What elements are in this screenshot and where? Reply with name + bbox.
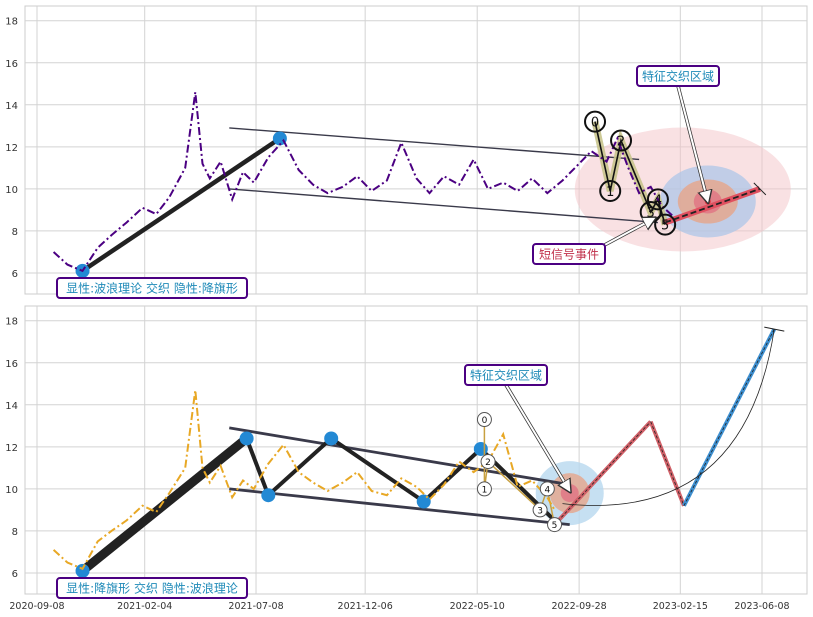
- top-wave-points: 0 1 2 34 5: [584, 110, 677, 236]
- x-tick-label: 2022-09-28: [552, 601, 607, 612]
- flag-point: [75, 563, 90, 578]
- annotation-box: [56, 277, 248, 299]
- wave-point-label: 3: [537, 506, 543, 516]
- wave-point-label: 4: [654, 193, 662, 208]
- y-tick-label: 18: [5, 17, 18, 28]
- annotation-arrow: [677, 85, 708, 202]
- y-tick-label: 10: [5, 185, 18, 196]
- bottom-wave-points: 0 1 2 3 4 5: [476, 412, 563, 533]
- wave-point-marker: [476, 412, 492, 428]
- wave-point-marker: [476, 481, 492, 497]
- wave-point-label: 4: [544, 485, 550, 495]
- projection-up: [554, 421, 651, 525]
- x-tick-label: 2022-05-10: [450, 601, 505, 612]
- top-grid: [25, 6, 807, 294]
- wave-point-marker: [539, 481, 555, 497]
- annotation-text: 短信号事件: [539, 248, 599, 262]
- annotation-text: 显性:降旗形 交织 隐性:波浪理论: [66, 581, 238, 596]
- y-tick-label: 16: [5, 59, 18, 70]
- top-price-series: [52, 92, 674, 273]
- top-y-axis: 6 8 10 12 14 16 18: [5, 17, 18, 280]
- wave-path: [594, 121, 666, 225]
- price-line: [52, 92, 674, 273]
- flagpole-line: [81, 136, 282, 273]
- flag-point: [261, 488, 276, 503]
- x-tick-label: 2021-12-06: [338, 601, 393, 612]
- channel-lower-line: [229, 487, 570, 527]
- channel-upper-line: [229, 426, 570, 487]
- x-tick-label: 2023-02-15: [653, 601, 708, 612]
- wave-point-marker: [480, 454, 496, 470]
- annotation-arrow: [505, 384, 570, 491]
- annotation-box: [636, 65, 720, 87]
- annotation-text: 特征交织区域: [470, 368, 542, 383]
- annotation-box: [532, 243, 606, 265]
- wave-point-marker: [547, 517, 563, 533]
- y-tick-label: 12: [5, 443, 18, 454]
- annotation-box: [464, 364, 548, 386]
- wave-point-label: 1: [482, 485, 488, 495]
- wave-point-marker: [532, 502, 548, 518]
- annotation-text: 显性:波浪理论 交织 隐性:降旗形: [66, 281, 238, 296]
- flag-point: [473, 441, 488, 456]
- flag-point: [324, 431, 339, 446]
- x-axis: 2020-09-08 2021-02-04 2021-07-08 2021-12-06…: [9, 601, 789, 612]
- y-tick-label: 6: [12, 569, 18, 580]
- wave-point-marker: [646, 188, 669, 211]
- bottom-y-axis: 6 8 10 12 14 16 18: [5, 317, 18, 580]
- wave-point-label: 0: [482, 416, 488, 426]
- annotation-box: [56, 577, 248, 599]
- annotation-text: 特征交织区域: [642, 69, 714, 84]
- y-tick-label: 8: [12, 227, 18, 238]
- y-tick-label: 12: [5, 143, 18, 154]
- projection-curve: [562, 329, 775, 506]
- y-tick-label: 18: [5, 317, 18, 328]
- y-tick-label: 14: [5, 401, 18, 412]
- wave-point-label: 1: [606, 185, 614, 200]
- wave-point-marker: [610, 129, 633, 152]
- y-tick-label: 10: [5, 485, 18, 496]
- flag-point: [239, 431, 254, 446]
- y-tick-label: 14: [5, 101, 18, 112]
- wave-point-label: 2: [617, 135, 625, 150]
- y-tick-label: 8: [12, 527, 18, 538]
- x-tick-label: 2020-09-08: [9, 601, 64, 612]
- wave-point-marker: [599, 179, 622, 202]
- projection-down: [650, 421, 685, 506]
- wave-point-label: 3: [647, 206, 655, 221]
- channel-upper-line: [229, 127, 640, 161]
- x-tick-label: 2021-07-08: [228, 601, 283, 612]
- projection-target: [683, 328, 775, 506]
- flag-point: [416, 494, 431, 509]
- wave-point-label: 0: [591, 116, 599, 131]
- annotation-arrow: [598, 218, 654, 249]
- projection-end-tick: [753, 182, 767, 196]
- wave-point-label: 5: [661, 219, 669, 234]
- x-tick-label: 2023-06-08: [734, 601, 789, 612]
- wave-point-label: 5: [552, 521, 558, 531]
- channel-lower-line: [229, 188, 658, 224]
- bottom-pattern-lines: [75, 326, 785, 578]
- wave-point-marker: [584, 110, 607, 133]
- y-tick-label: 16: [5, 359, 18, 370]
- wave-point-label: 2: [485, 458, 491, 468]
- bottom-plot-area: [24, 305, 808, 595]
- bottom-grid: [25, 306, 807, 594]
- y-tick-label: 6: [12, 269, 18, 280]
- x-tick-label: 2021-02-04: [117, 601, 172, 612]
